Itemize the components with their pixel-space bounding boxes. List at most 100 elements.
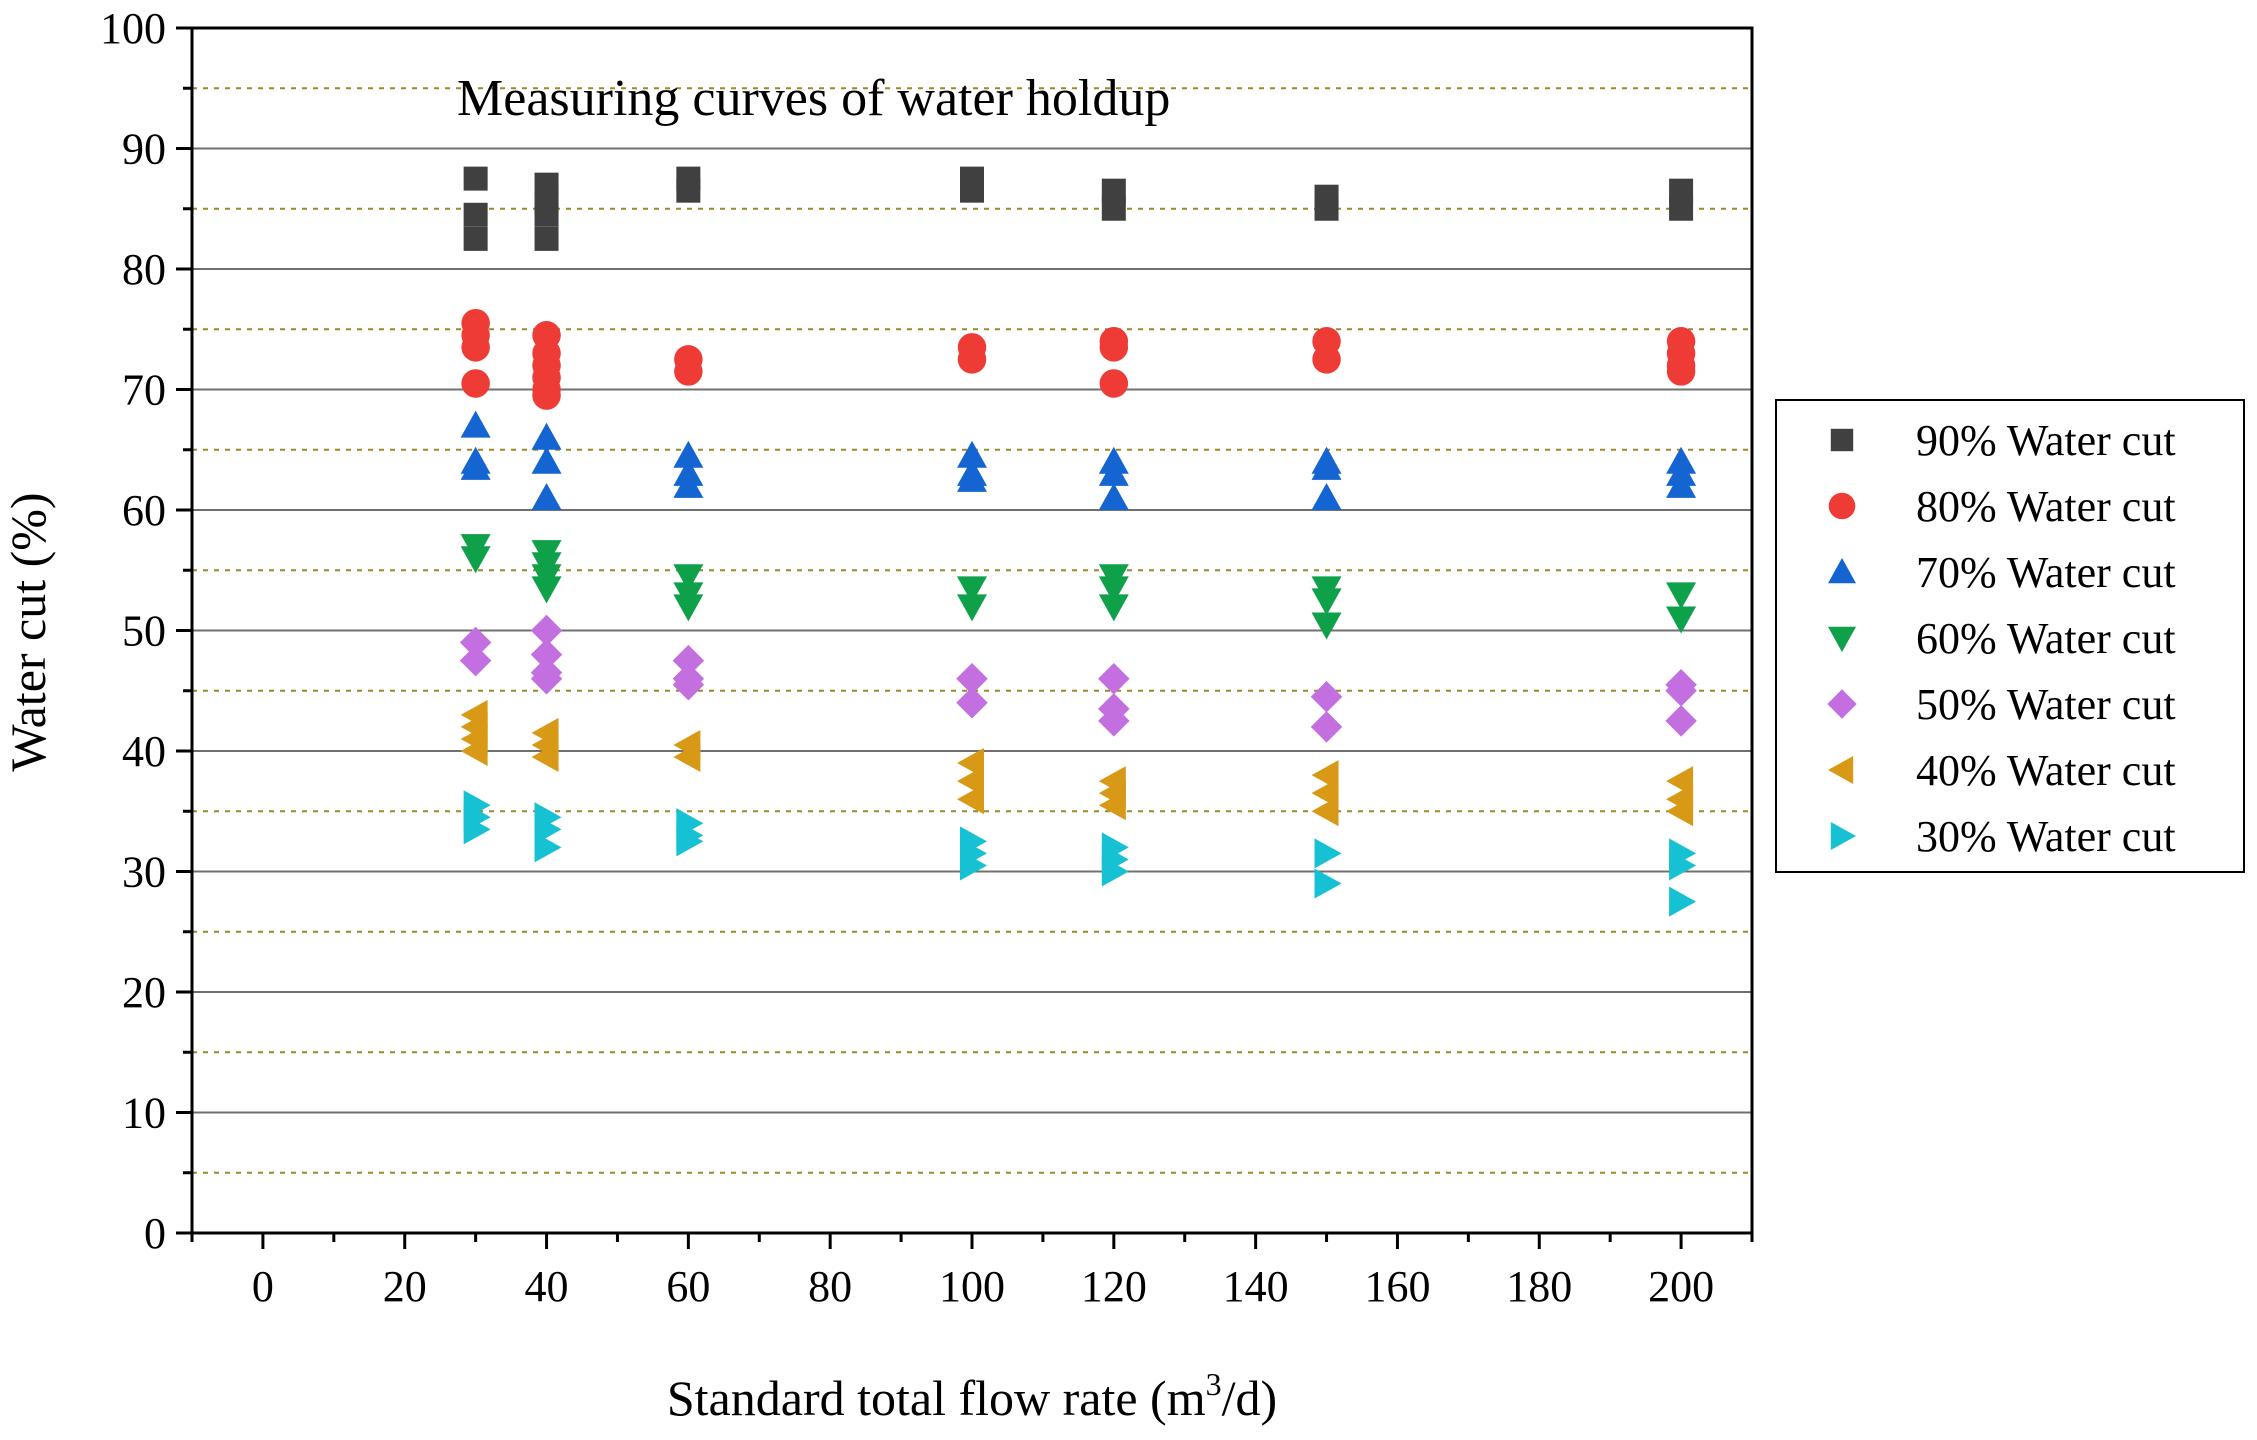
data-point [1666,796,1694,827]
legend-item: 30% Water cut [1830,812,2176,861]
data-point [1665,705,1697,737]
data-point [531,422,562,450]
data-points [459,166,1697,917]
data-point [1666,582,1697,610]
data-point [1669,196,1694,221]
data-point [1312,345,1341,374]
data-point [1666,357,1696,386]
data-point [1098,662,1130,695]
legend-box [1775,399,2245,873]
data-point [463,226,488,251]
data-point [460,736,488,766]
series-3 [460,410,1697,510]
legend-item: 50% Water cut [1827,680,2176,729]
data-point [957,345,987,374]
data-point [460,452,491,480]
data-point [676,826,704,857]
data-point [1098,576,1129,604]
y-tick-label: 70 [122,366,166,415]
data-point [1314,838,1342,869]
legend-label: 50% Water cut [1916,680,2176,729]
x-axis-title: Standard total flow rate (m3/d) [667,1366,1277,1426]
y-tick-label: 0 [144,1209,166,1258]
data-point [1314,868,1342,899]
data-point [463,166,488,191]
x-tick-label: 120 [1081,1262,1147,1311]
data-point [463,814,491,845]
legend-marker [1828,756,1854,784]
x-tick-label: 200 [1648,1262,1714,1311]
legend-marker [1830,822,1856,850]
data-point [461,369,490,398]
series-2 [461,308,1696,410]
legend-item: 70% Water cut [1828,548,2176,597]
data-point [1311,452,1342,480]
y-axis-title: Water cut (%) [0,492,56,771]
x-tick-label: 0 [252,1262,274,1311]
data-point [534,226,559,251]
data-point [534,202,559,227]
data-point [957,464,987,492]
y-tick-label: 50 [122,607,166,656]
data-point [676,178,701,203]
legend-item: 80% Water cut [1828,482,2176,531]
legend-marker [1828,558,1856,584]
data-point [673,594,704,622]
y-tick-label: 80 [122,245,166,294]
y-tick-label: 90 [122,125,166,174]
data-point [459,626,492,659]
data-point [1311,796,1339,827]
data-point [956,662,988,695]
data-point [957,594,987,622]
grid-lines [192,87,1752,1174]
chart-title: Measuring curves of water holdup [457,70,1170,127]
y-tick-label: 40 [122,727,166,776]
y-tick-label: 20 [122,968,166,1017]
data-point [1311,612,1342,640]
legend-item: 90% Water cut [1830,416,2176,465]
legend-label: 90% Water cut [1916,416,2176,465]
data-point [1098,594,1129,622]
data-point [956,687,988,719]
data-point [1666,470,1697,498]
series-4 [460,534,1697,640]
data-point [1098,705,1130,737]
series-1 [463,166,1694,251]
data-point [530,638,563,671]
data-point [460,410,491,438]
data-point [1314,196,1339,221]
data-point [1311,588,1342,616]
x-tick-label: 160 [1364,1262,1430,1311]
data-point [463,202,488,227]
data-point [530,662,563,695]
data-point [960,850,987,881]
data-point [960,178,984,203]
x-tick-label: 40 [525,1262,569,1311]
data-point [530,614,563,647]
legend-marker [1830,428,1854,452]
data-point [1098,458,1129,486]
data-point [673,742,701,773]
data-point [531,482,562,510]
legend-label: 80% Water cut [1916,482,2176,531]
data-point [673,440,704,468]
data-point [532,381,561,410]
data-point [531,742,559,773]
y-tick-label: 10 [122,1089,166,1138]
data-point [1669,850,1697,881]
data-point [1099,333,1129,362]
y-tick-label: 100 [100,4,166,53]
data-point [1666,606,1697,634]
data-point [531,446,562,474]
data-point [1311,482,1342,510]
series-7 [463,790,1697,917]
data-point [461,333,490,362]
legend-marker [1827,689,1857,719]
x-tick-label: 80 [808,1262,852,1311]
legend-label: 60% Water cut [1916,614,2176,663]
y-tick-label: 60 [122,486,166,535]
data-point [1665,675,1697,707]
series-5 [459,614,1697,743]
data-point [673,470,704,498]
